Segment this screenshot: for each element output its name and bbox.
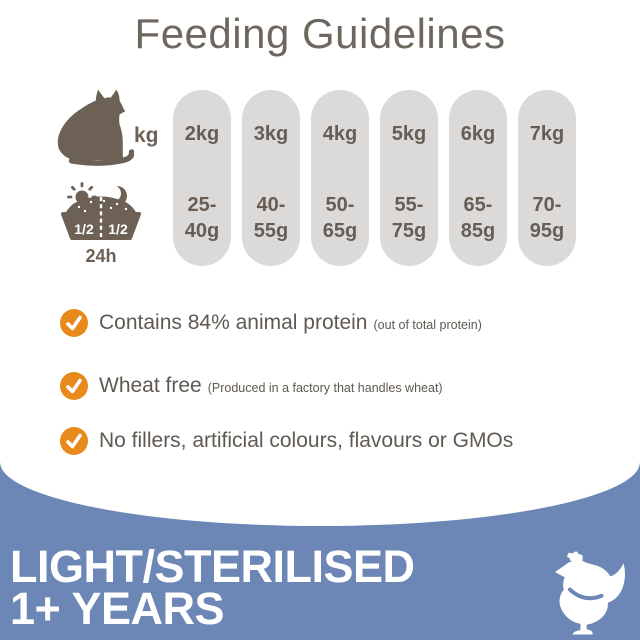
amount-value: 55g	[253, 220, 289, 242]
half-portion-right-label: 1/2	[108, 221, 128, 237]
chicken-icon	[554, 551, 626, 635]
product-banner: LIGHT/STERILISED 1+ YEARS	[0, 462, 640, 640]
amount-value: 65-	[463, 194, 493, 216]
check-icon	[60, 427, 88, 455]
feeding-column-6kg: 6kg 65- 85g	[449, 90, 507, 266]
feeding-table: 2kg 25- 40g 3kg 40- 55g 4kg 50- 65g 5kg 55-…	[173, 90, 576, 266]
weight-value: 5kg	[391, 123, 427, 145]
amount-value: 95g	[529, 220, 565, 242]
weight-value: 2kg	[184, 123, 220, 145]
day-night-ration-icon: 1/2 1/2	[61, 182, 141, 240]
amount-value: 85g	[460, 220, 496, 242]
check-icon	[60, 309, 88, 337]
product-name-line2: 1+ YEARS	[10, 583, 225, 634]
claim-no-fillers: No fillers, artificial colours, flavours…	[60, 427, 513, 455]
amount-value: 70-	[532, 194, 562, 216]
claim-wheat-free: Wheat free (Produced in a factory that h…	[60, 372, 443, 400]
amount-value: 75g	[391, 220, 427, 242]
feeding-column-4kg: 4kg 50- 65g	[311, 90, 369, 266]
weight-value: 3kg	[253, 123, 289, 145]
half-portion-left-label: 1/2	[74, 221, 94, 237]
feeding-column-3kg: 3kg 40- 55g	[242, 90, 300, 266]
page-title: Feeding Guidelines	[134, 10, 506, 57]
weight-unit-label: kg	[134, 124, 159, 147]
claim-note: (Produced in a factory that handles whea…	[207, 381, 443, 395]
weight-value: 6kg	[460, 123, 496, 145]
feeding-column-7kg: 7kg 70- 95g	[518, 90, 576, 266]
product-name-line1: LIGHT/STERILISED	[10, 541, 415, 592]
amount-value: 50-	[325, 194, 355, 216]
amount-value: 55-	[394, 194, 424, 216]
amount-value: 65g	[322, 220, 358, 242]
feeding-column-2kg: 2kg 25- 40g	[173, 90, 231, 266]
claim-note: (out of total protein)	[373, 318, 482, 332]
product-name: LIGHT/STERILISED 1+ YEARS	[10, 541, 415, 634]
weight-value: 7kg	[529, 123, 565, 145]
claim-animal-protein: Contains 84% animal protein (out of tota…	[60, 309, 482, 337]
food-bowl-icon: 1/2 1/2	[61, 196, 141, 240]
amount-value: 40g	[184, 220, 220, 242]
claim-text: Wheat free	[99, 374, 202, 397]
check-icon	[60, 372, 88, 400]
weight-value: 4kg	[322, 123, 358, 145]
amount-value: 40-	[256, 194, 286, 216]
period-label: 24h	[85, 246, 117, 266]
banner-curve	[0, 462, 640, 526]
claim-text: No fillers, artificial colours, flavours…	[99, 429, 514, 452]
amount-value: 25-	[187, 194, 217, 216]
feeding-column-5kg: 5kg 55- 75g	[380, 90, 438, 266]
claim-text: Contains 84% animal protein	[99, 311, 368, 334]
cat-icon	[57, 89, 134, 166]
